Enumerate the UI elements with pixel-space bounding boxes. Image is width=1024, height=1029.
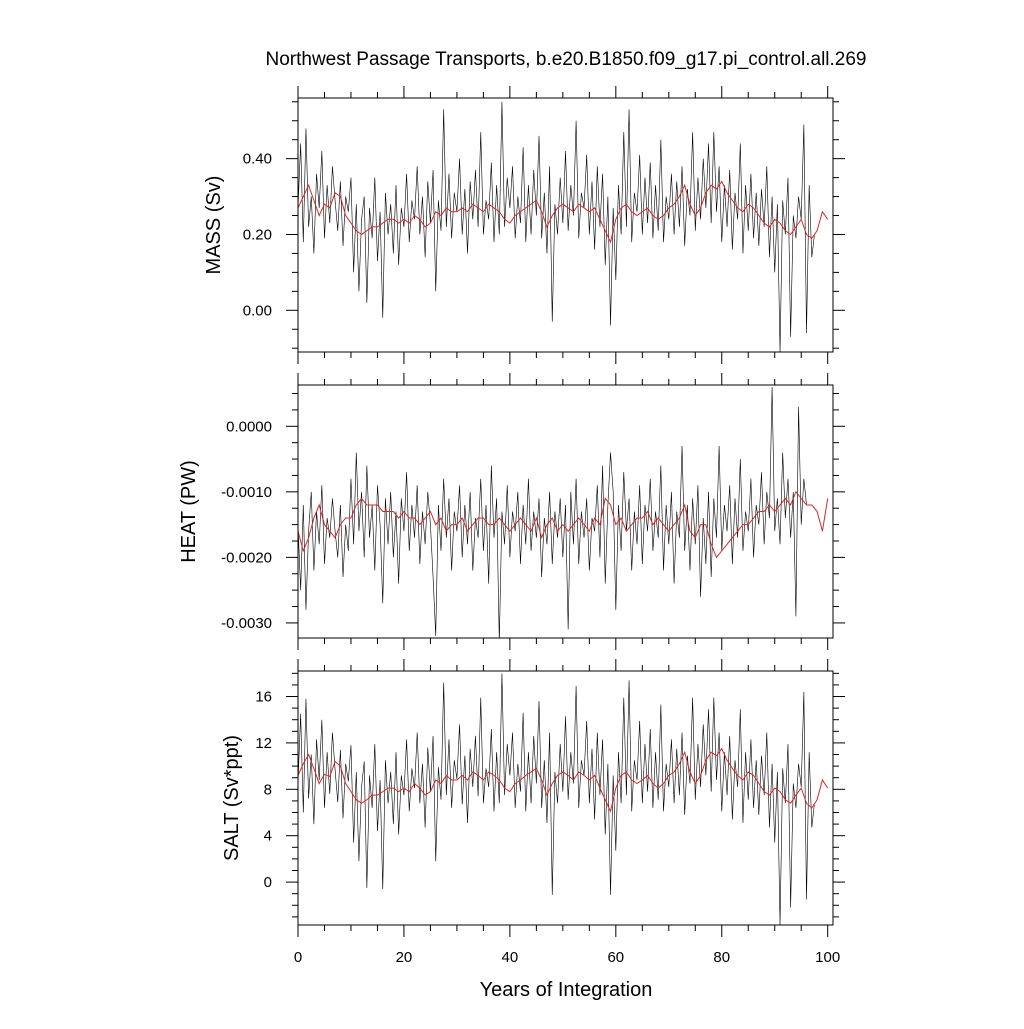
heat-y-tick-label: -0.0010 [221, 484, 272, 501]
mass-frame [297, 97, 834, 353]
mass-y-tick-label: 0.40 [243, 151, 272, 168]
heat-y-tick-label: -0.0020 [221, 549, 272, 566]
x-tick-label: 40 [502, 949, 519, 966]
heat-raw-series [298, 386, 807, 638]
heat-frame [297, 384, 834, 639]
salt-y-tick-label: 16 [255, 689, 272, 706]
panel-heat: 0.0000 -0.0010 -0.0020 -0.0030 HEAT (PW) [178, 373, 845, 650]
salt-frame [297, 670, 834, 926]
salt-y-tick-label: 0 [264, 874, 272, 891]
mass-y-tick-label: 0.20 [243, 226, 272, 243]
panels: 0.00 0.20 0.40 MASS (Sv) 0.0000 -0.0010 -0.002… [178, 86, 845, 966]
mass-smoothed-series [298, 180, 829, 244]
panel-mass: 0.00 0.20 0.40 MASS (Sv) [203, 86, 845, 364]
salt-y-tick-label: 8 [264, 781, 272, 798]
x-tick-label: 20 [396, 949, 413, 966]
salt-y-tick-label: 4 [264, 828, 272, 845]
heat-smoothed-series [298, 490, 829, 559]
chart-title: Northwest Passage Transports, b.e20.B185… [266, 49, 867, 70]
x-tick-label: 0 [294, 949, 302, 966]
salt-smoothed-series [298, 747, 829, 813]
salt-raw-series [298, 673, 815, 925]
heat-y-tick-label: 0.0000 [226, 418, 272, 435]
mass-y-tick-label: 0.00 [243, 302, 272, 319]
x-tick-label: 100 [815, 949, 840, 966]
salt-y-axis-label: SALT (Sv*ppt) [221, 735, 243, 861]
heat-y-tick-label: -0.0030 [221, 615, 272, 632]
x-axis-label: Years of Integration [480, 979, 653, 1001]
panel-salt: 0 20 40 60 80 100 0 4 8 12 16 SALT (Sv*ppt) [221, 659, 845, 966]
heat-y-axis-label: HEAT (PW) [178, 460, 200, 563]
x-tick-label: 80 [713, 949, 730, 966]
x-tick-label: 60 [607, 949, 624, 966]
salt-y-tick-label: 12 [255, 735, 272, 752]
mass-y-axis-label: MASS (Sv) [203, 176, 225, 275]
mass-raw-series [298, 101, 815, 352]
